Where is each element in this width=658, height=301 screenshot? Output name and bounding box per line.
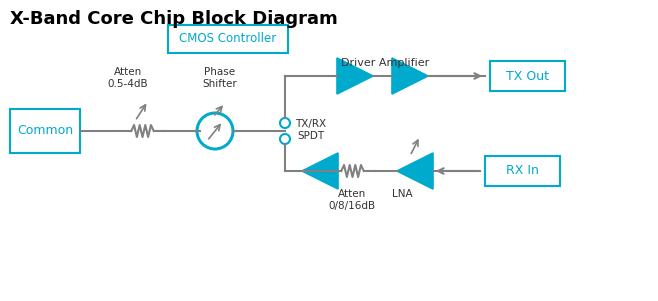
FancyBboxPatch shape	[485, 156, 560, 186]
Polygon shape	[337, 58, 373, 94]
Text: Driver Amplifier: Driver Amplifier	[341, 58, 429, 68]
Text: LNA: LNA	[392, 189, 413, 199]
Text: TX/RX
SPDT: TX/RX SPDT	[295, 119, 326, 141]
FancyBboxPatch shape	[10, 109, 80, 153]
FancyBboxPatch shape	[168, 25, 288, 53]
Text: Common: Common	[17, 125, 73, 138]
Text: X-Band Core Chip Block Diagram: X-Band Core Chip Block Diagram	[10, 10, 338, 28]
Text: Phase
Shifter: Phase Shifter	[203, 67, 238, 89]
Text: CMOS Controller: CMOS Controller	[180, 33, 276, 45]
FancyBboxPatch shape	[490, 61, 565, 91]
Text: Atten
0.5-4dB: Atten 0.5-4dB	[108, 67, 148, 89]
Polygon shape	[392, 58, 428, 94]
Text: RX In: RX In	[506, 165, 539, 178]
Text: Atten
0/8/16dB: Atten 0/8/16dB	[328, 189, 376, 211]
Polygon shape	[302, 153, 338, 189]
Text: TX Out: TX Out	[506, 70, 549, 82]
Polygon shape	[397, 153, 433, 189]
